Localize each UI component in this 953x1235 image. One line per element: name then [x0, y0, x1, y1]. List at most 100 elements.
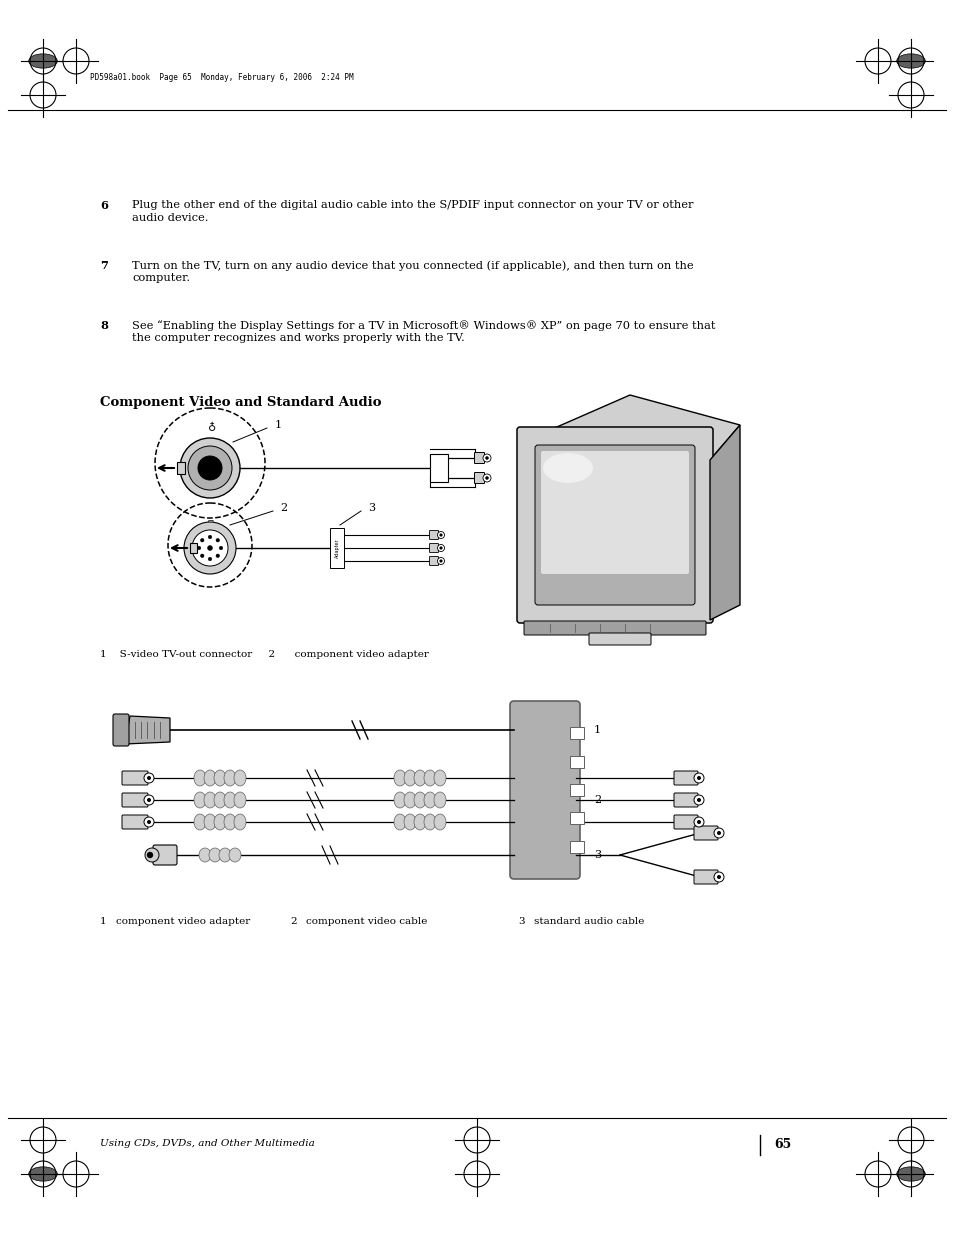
FancyBboxPatch shape [693, 826, 718, 840]
Circle shape [439, 534, 442, 536]
Circle shape [485, 477, 488, 479]
Ellipse shape [193, 792, 206, 808]
Text: 2: 2 [290, 918, 296, 926]
Text: 7: 7 [100, 261, 108, 270]
FancyBboxPatch shape [569, 841, 583, 852]
Text: component video adapter: component video adapter [116, 918, 250, 926]
Circle shape [200, 555, 204, 557]
Ellipse shape [213, 814, 226, 830]
FancyBboxPatch shape [517, 427, 712, 622]
Ellipse shape [233, 792, 246, 808]
Text: Plug the other end of the digital audio cable into the S/PDIF input connector on: Plug the other end of the digital audio … [132, 200, 693, 210]
Circle shape [147, 798, 151, 802]
Ellipse shape [219, 848, 231, 862]
FancyBboxPatch shape [152, 845, 177, 864]
Ellipse shape [229, 848, 241, 862]
FancyBboxPatch shape [190, 543, 196, 553]
Ellipse shape [896, 1167, 924, 1181]
FancyBboxPatch shape [569, 784, 583, 797]
Text: 65: 65 [773, 1137, 790, 1151]
FancyBboxPatch shape [429, 557, 438, 566]
Ellipse shape [414, 769, 426, 785]
Ellipse shape [423, 814, 436, 830]
Circle shape [144, 773, 153, 783]
Text: 1: 1 [594, 725, 600, 735]
Ellipse shape [209, 848, 221, 862]
Circle shape [437, 557, 444, 564]
Circle shape [693, 795, 703, 805]
Text: Adapter: Adapter [335, 538, 339, 558]
Circle shape [713, 872, 723, 882]
Circle shape [144, 795, 153, 805]
Circle shape [147, 776, 151, 781]
Polygon shape [550, 395, 740, 459]
Circle shape [713, 827, 723, 839]
Circle shape [219, 546, 223, 550]
Ellipse shape [204, 792, 215, 808]
Circle shape [717, 831, 720, 835]
Text: 2: 2 [280, 503, 287, 513]
FancyBboxPatch shape [540, 451, 688, 574]
Ellipse shape [434, 769, 446, 785]
Circle shape [693, 773, 703, 783]
Circle shape [208, 535, 212, 538]
Text: 2: 2 [594, 795, 600, 805]
Ellipse shape [233, 769, 246, 785]
FancyBboxPatch shape [112, 714, 129, 746]
Circle shape [192, 530, 228, 566]
FancyBboxPatch shape [430, 454, 448, 482]
Circle shape [482, 474, 491, 482]
Circle shape [198, 456, 222, 480]
Text: 3: 3 [368, 503, 375, 513]
Circle shape [145, 848, 159, 862]
Text: 1: 1 [100, 918, 107, 926]
Polygon shape [709, 425, 740, 620]
Ellipse shape [434, 814, 446, 830]
Text: ⌕: ⌕ [207, 517, 213, 529]
Ellipse shape [403, 769, 416, 785]
FancyBboxPatch shape [693, 869, 718, 884]
FancyBboxPatch shape [673, 793, 698, 806]
Circle shape [184, 522, 235, 574]
FancyBboxPatch shape [523, 621, 705, 635]
Circle shape [437, 545, 444, 552]
Circle shape [693, 818, 703, 827]
Circle shape [188, 446, 232, 490]
Text: Turn on the TV, turn on any audio device that you connected (if applicable), and: Turn on the TV, turn on any audio device… [132, 261, 693, 270]
Circle shape [180, 438, 240, 498]
Circle shape [147, 820, 151, 824]
Circle shape [482, 454, 491, 462]
Circle shape [697, 798, 700, 802]
Circle shape [200, 538, 204, 542]
FancyBboxPatch shape [673, 771, 698, 785]
Ellipse shape [224, 792, 235, 808]
FancyBboxPatch shape [474, 452, 484, 463]
Ellipse shape [224, 814, 235, 830]
Ellipse shape [542, 453, 593, 483]
Text: 6: 6 [100, 200, 108, 211]
Circle shape [208, 557, 212, 561]
FancyBboxPatch shape [122, 815, 148, 829]
Text: audio device.: audio device. [132, 212, 209, 224]
Ellipse shape [224, 769, 235, 785]
FancyBboxPatch shape [510, 701, 579, 879]
FancyBboxPatch shape [330, 529, 344, 568]
Ellipse shape [213, 792, 226, 808]
Ellipse shape [204, 769, 215, 785]
Text: 3: 3 [517, 918, 524, 926]
Ellipse shape [423, 769, 436, 785]
Circle shape [439, 547, 442, 550]
Circle shape [717, 876, 720, 879]
Ellipse shape [896, 54, 924, 68]
Text: 1: 1 [274, 420, 282, 430]
Ellipse shape [193, 814, 206, 830]
Ellipse shape [29, 1167, 57, 1181]
Circle shape [437, 531, 444, 538]
Ellipse shape [233, 814, 246, 830]
Ellipse shape [414, 814, 426, 830]
FancyBboxPatch shape [535, 445, 695, 605]
Text: 1    S-video TV-out connector     2      component video adapter: 1 S-video TV-out connector 2 component v… [100, 650, 429, 659]
FancyBboxPatch shape [673, 815, 698, 829]
Text: Using CDs, DVDs, and Other Multimedia: Using CDs, DVDs, and Other Multimedia [100, 1140, 314, 1149]
Ellipse shape [423, 792, 436, 808]
